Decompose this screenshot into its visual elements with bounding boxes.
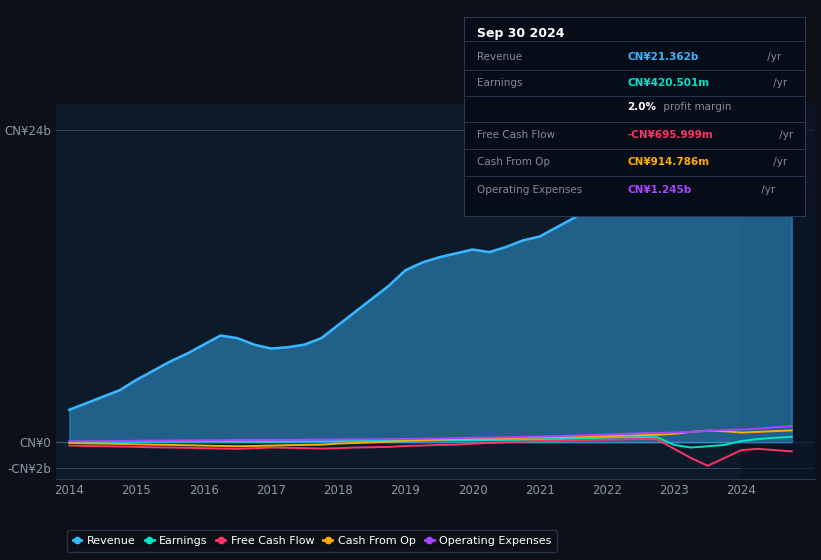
Text: CN¥420.501m: CN¥420.501m — [627, 78, 709, 88]
Text: Sep 30 2024: Sep 30 2024 — [478, 27, 565, 40]
Text: /yr: /yr — [770, 157, 787, 167]
Text: Earnings: Earnings — [478, 78, 523, 88]
Text: Operating Expenses: Operating Expenses — [478, 185, 583, 195]
Text: 2.0%: 2.0% — [627, 102, 657, 112]
Text: /yr: /yr — [770, 78, 787, 88]
Text: Revenue: Revenue — [478, 52, 523, 62]
Text: CN¥914.786m: CN¥914.786m — [627, 157, 709, 167]
Text: /yr: /yr — [758, 185, 775, 195]
Text: /yr: /yr — [776, 130, 793, 140]
Text: /yr: /yr — [764, 52, 781, 62]
Bar — [741, 104, 815, 479]
Text: CN¥21.362b: CN¥21.362b — [627, 52, 699, 62]
Legend: Revenue, Earnings, Free Cash Flow, Cash From Op, Operating Expenses: Revenue, Earnings, Free Cash Flow, Cash … — [67, 530, 557, 552]
Text: Free Cash Flow: Free Cash Flow — [478, 130, 556, 140]
Text: CN¥1.245b: CN¥1.245b — [627, 185, 691, 195]
Text: profit margin: profit margin — [660, 102, 732, 112]
Text: -CN¥695.999m: -CN¥695.999m — [627, 130, 713, 140]
Text: Cash From Op: Cash From Op — [478, 157, 551, 167]
